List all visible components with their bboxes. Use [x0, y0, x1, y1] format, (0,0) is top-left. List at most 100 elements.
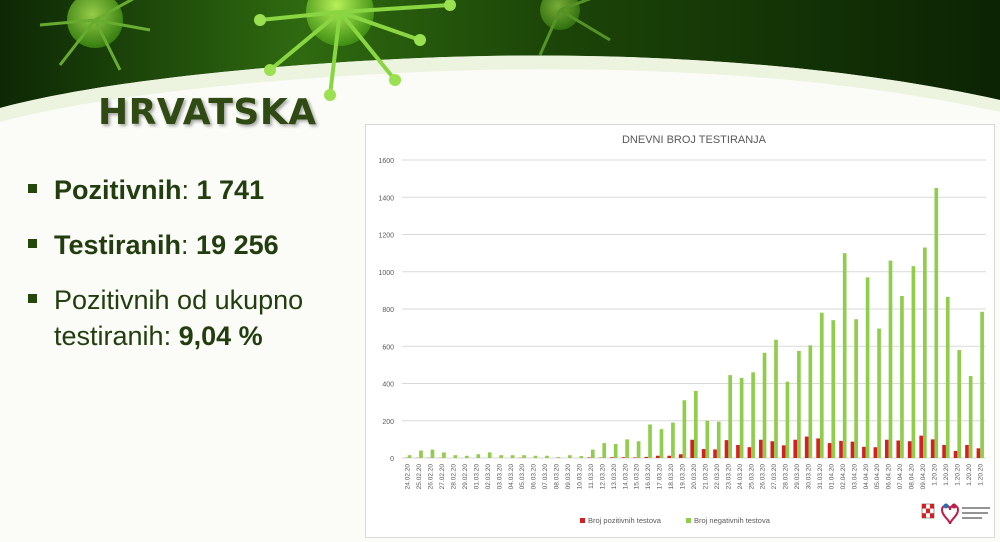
bar-negative — [774, 339, 778, 458]
bar-negative — [957, 349, 962, 458]
y-tick-label: 1400 — [378, 195, 394, 202]
x-tick-label: 28.03.20 — [783, 464, 790, 490]
bar-negative — [499, 455, 503, 458]
bar-positive — [678, 454, 683, 458]
bar-negative — [487, 452, 492, 458]
x-tick-label: 12.03.20 — [599, 464, 606, 490]
x-tick-label: 08.03.20 — [554, 464, 561, 490]
bar-negative — [579, 456, 584, 458]
x-tick-label: 17.03.20 — [657, 464, 664, 490]
stat-value: 19 256 — [196, 230, 279, 260]
bar-positive — [907, 441, 912, 458]
y-tick-label: 400 — [382, 382, 394, 389]
virus-particle-center — [254, 0, 456, 101]
bar-negative — [636, 441, 641, 458]
bar-negative — [442, 452, 446, 458]
bar-negative — [739, 377, 744, 458]
x-tick-label: 26.03.20 — [760, 464, 767, 490]
bar-negative — [533, 455, 538, 458]
bar-positive — [621, 457, 626, 458]
y-tick-label: 200 — [382, 419, 394, 426]
bar-negative — [682, 400, 687, 458]
bar-positive — [713, 449, 717, 458]
y-tick-label: 1000 — [378, 270, 394, 277]
x-tick-label: 1.20.20 — [977, 464, 984, 486]
virus-banner — [0, 0, 1000, 122]
bar-positive — [827, 443, 832, 458]
bar-negative — [556, 457, 561, 458]
x-tick-label: 19.03.20 — [680, 464, 687, 490]
bar-positive — [690, 439, 694, 458]
bar-positive — [736, 444, 740, 458]
bar-positive — [667, 455, 672, 458]
y-tick-label: 1600 — [378, 158, 394, 165]
x-tick-label: 02.03.20 — [485, 464, 492, 490]
bar-positive — [770, 441, 775, 458]
stat-value: 9,04 % — [178, 321, 263, 351]
bar-negative — [648, 424, 652, 458]
bar-negative — [659, 429, 664, 458]
x-tick-label: 03.04.20 — [851, 464, 858, 490]
bar-positive — [759, 439, 763, 458]
bar-positive — [816, 438, 820, 458]
x-tick-label: 05.04.20 — [874, 464, 881, 490]
croatian-coat-of-arms-icon — [921, 503, 935, 519]
x-tick-label: 08.04.20 — [909, 464, 916, 490]
bar-negative — [877, 328, 881, 458]
bar-negative — [694, 390, 698, 458]
slide-title: HRVATSKA — [98, 92, 317, 133]
bar-positive — [633, 457, 637, 458]
virus-particle-left — [39, 0, 151, 71]
x-tick-label: 04.04.20 — [863, 464, 870, 490]
stat-positive: Pozitivnih: 1 741 — [28, 172, 358, 208]
bar-positive — [896, 440, 901, 458]
bar-negative — [751, 372, 755, 458]
bar-negative — [831, 320, 836, 458]
stat-value: 1 741 — [196, 175, 265, 205]
bar-negative — [613, 444, 618, 458]
x-tick-label: 1.20.20 — [954, 464, 961, 486]
x-tick-label: 1.20.20 — [931, 464, 938, 486]
x-tick-label: 27.02.20 — [439, 464, 446, 490]
stat-label: Testiranih — [54, 230, 182, 260]
bar-positive — [850, 441, 855, 458]
bar-negative — [808, 345, 813, 458]
bar-negative — [568, 455, 572, 458]
bar-positive — [701, 449, 706, 458]
bar-positive — [885, 439, 889, 458]
x-tick-label: 25.03.20 — [748, 464, 755, 490]
x-tick-label: 06.03.20 — [531, 464, 538, 490]
x-tick-label: 22.03.20 — [714, 464, 721, 490]
x-tick-label: 29.02.20 — [462, 464, 469, 490]
y-tick-label: 1200 — [378, 233, 394, 240]
x-tick-label: 1.20.20 — [943, 464, 950, 486]
bar-positive — [644, 456, 649, 458]
x-tick-label: 24.02.20 — [405, 464, 412, 490]
x-tick-label: 11.03.20 — [588, 464, 595, 489]
x-tick-label: 07.03.20 — [542, 464, 549, 490]
bar-negative — [842, 253, 847, 459]
x-tick-label: 26.02.20 — [428, 464, 435, 490]
bar-positive — [965, 444, 969, 458]
bar-positive — [862, 446, 866, 458]
daily-tests-chart: DNEVNI BROJ TESTIRANJA 0 200 400 600 800 1000 1… — [378, 134, 986, 525]
bar-negative — [968, 376, 973, 458]
bar-positive — [953, 450, 958, 458]
ministry-logo — [921, 503, 990, 525]
bar-positive — [781, 445, 786, 458]
x-tick-label: 23.03.20 — [725, 464, 732, 490]
y-tick-label: 600 — [382, 344, 394, 351]
bullet-icon — [28, 184, 37, 193]
x-tick-label: 30.03.20 — [806, 464, 813, 490]
bar-negative — [407, 455, 412, 458]
stat-label: Pozitivnih — [54, 175, 182, 205]
x-tick-label: 18.03.20 — [668, 464, 675, 490]
bullet-icon — [28, 239, 37, 248]
bullet-icon — [28, 294, 37, 303]
bar-positive — [724, 440, 729, 458]
bar-positive — [873, 447, 878, 458]
bar-positive — [976, 448, 981, 458]
bar-negative — [980, 311, 984, 458]
bar-negative — [602, 443, 607, 458]
x-tick-label: 16.03.20 — [645, 464, 652, 490]
